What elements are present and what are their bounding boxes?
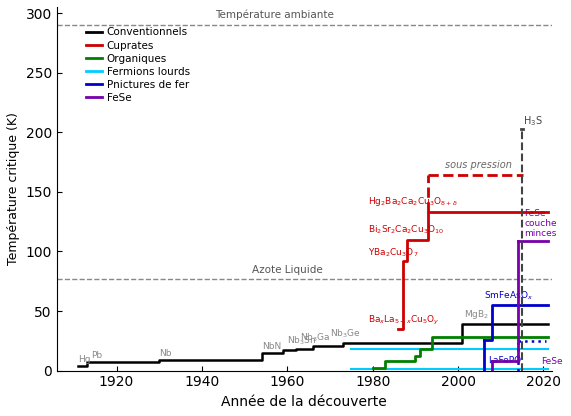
Text: Nb: Nb	[159, 349, 172, 357]
Text: MgB$_2$: MgB$_2$	[464, 308, 489, 321]
Text: Hg: Hg	[78, 355, 91, 364]
Text: LaFePO: LaFePO	[488, 356, 521, 365]
Text: Nb$_3$Sn: Nb$_3$Sn	[287, 335, 317, 347]
Text: SmFeAsO$_x$: SmFeAsO$_x$	[484, 290, 533, 302]
Text: H$_3$S: H$_3$S	[524, 114, 543, 128]
Legend: Conventionnels, Cuprates, Organiques, Fermions lourds, Pnictures de fer, FeSe: Conventionnels, Cuprates, Organiques, Fe…	[82, 23, 194, 107]
Text: Ba$_x$La$_{5-x}$Cu$_5$O$_y$: Ba$_x$La$_{5-x}$Cu$_5$O$_y$	[368, 313, 440, 327]
Text: FeSe: FeSe	[541, 357, 563, 366]
Text: Nb$_3$Ge: Nb$_3$Ge	[330, 328, 361, 340]
Text: Hg$_2$Ba$_2$Ca$_2$Cu$_3$O$_{8+\delta}$: Hg$_2$Ba$_2$Ca$_2$Cu$_3$O$_{8+\delta}$	[368, 195, 459, 208]
X-axis label: Année de la découverte: Année de la découverte	[222, 395, 387, 409]
Text: YBa$_2$Cu$_3$O$_7$: YBa$_2$Cu$_3$O$_7$	[368, 246, 419, 259]
Text: Azote Liquide: Azote Liquide	[252, 265, 323, 275]
Text: Pb: Pb	[91, 351, 102, 360]
Text: NbN: NbN	[262, 342, 281, 351]
Text: Température ambiante: Température ambiante	[215, 10, 334, 20]
Text: Nb$_3$Ga: Nb$_3$Ga	[300, 332, 331, 344]
Text: FeSe
couche
minces: FeSe couche minces	[524, 208, 557, 238]
Text: Bi$_2$Sr$_2$Ca$_2$Cu$_3$O$_{10}$: Bi$_2$Sr$_2$Ca$_2$Cu$_3$O$_{10}$	[368, 223, 444, 236]
Text: sous pression: sous pression	[445, 160, 512, 170]
Y-axis label: Température critique (K): Température critique (K)	[7, 112, 20, 265]
